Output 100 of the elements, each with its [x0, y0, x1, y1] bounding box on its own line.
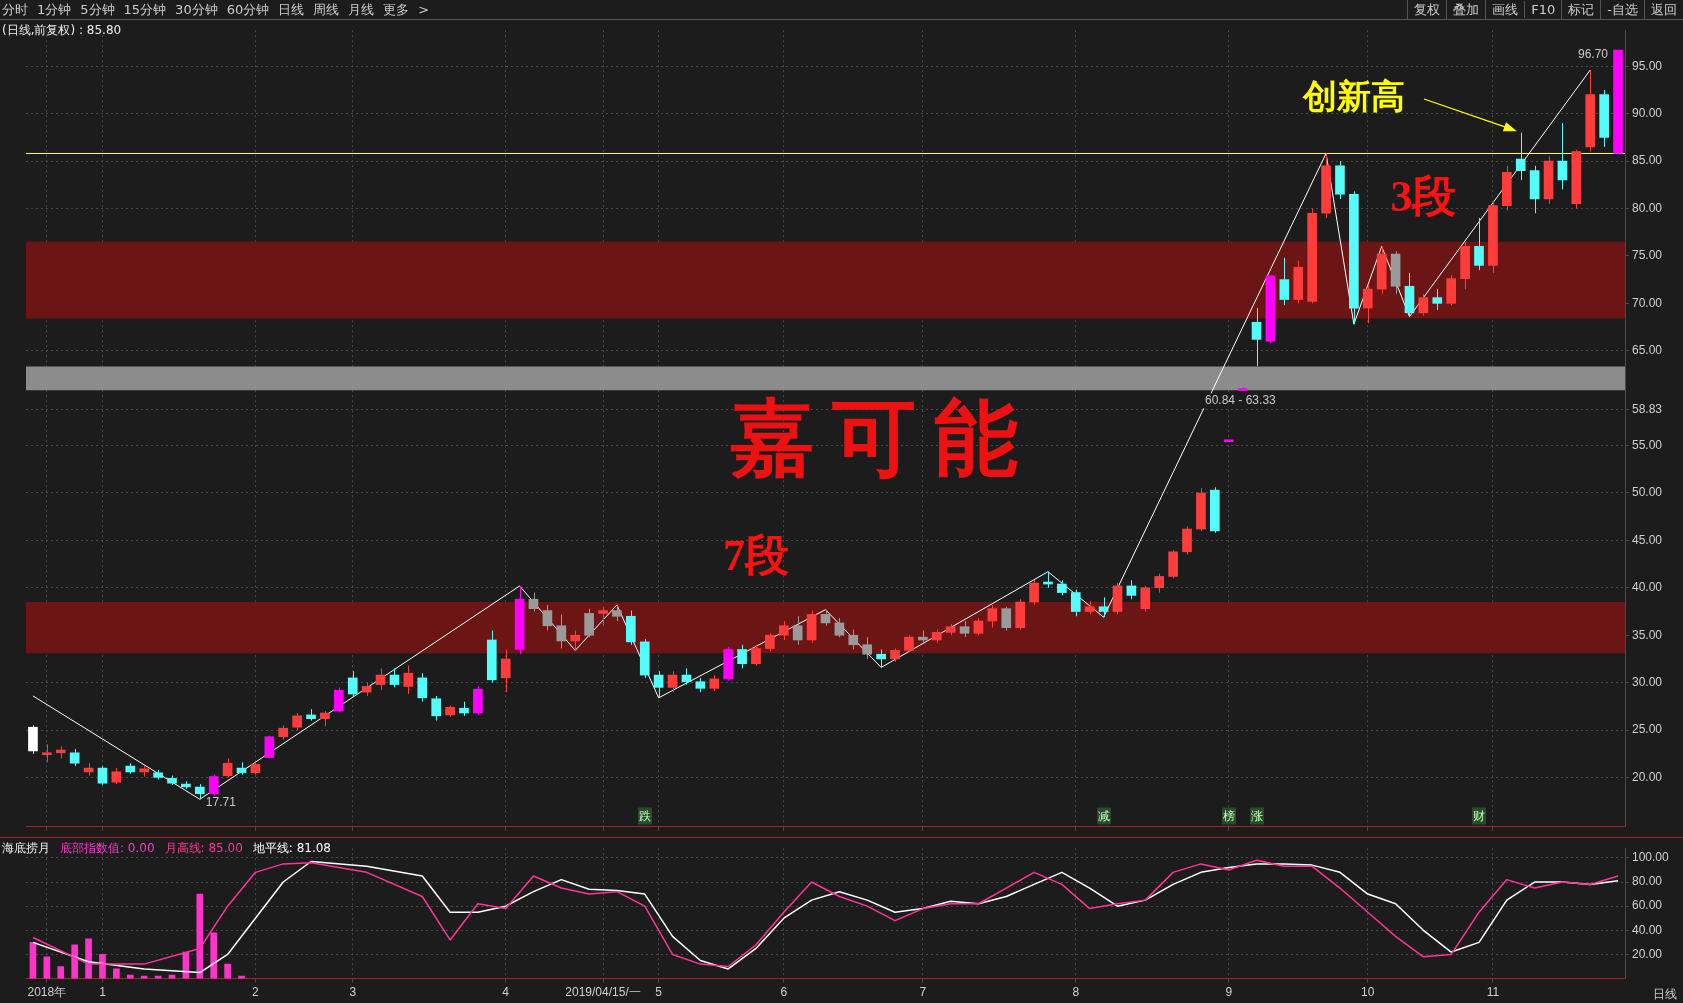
text: 日线	[1653, 986, 1677, 1003]
candlestick	[584, 608, 594, 638]
candlestick	[737, 644, 747, 669]
y-tick-label: 75.00	[1632, 248, 1663, 263]
candlestick	[1585, 69, 1596, 153]
candlestick	[959, 620, 970, 638]
candlestick	[42, 743, 52, 763]
candlestick	[1070, 589, 1081, 617]
band-label: 60.84 - 63.33	[1205, 393, 1277, 408]
candlestick	[445, 704, 455, 718]
text: 底部指数值: 0.00	[60, 841, 155, 855]
candlestick	[1140, 585, 1151, 613]
candlestick	[1029, 579, 1039, 606]
category-label: 9	[1225, 985, 1233, 1000]
candlestick	[1446, 274, 1457, 306]
text: 分时 1分钟 5分钟 15分钟 30分钟 60分钟 日线 周线 月线 更多 >	[2, 2, 430, 17]
candlestick	[1488, 200, 1498, 274]
candlestick	[1613, 49, 1623, 154]
annotation: 减	[1096, 807, 1111, 825]
category-label: 7	[919, 985, 927, 1000]
candlestick	[500, 648, 511, 693]
category-label: 2018年	[27, 985, 67, 1000]
candlestick	[1321, 152, 1331, 219]
y-tick-label: 20.00	[1632, 769, 1663, 784]
bar	[210, 932, 218, 979]
y-tick-label: 80.00	[1632, 874, 1663, 889]
candlestick	[1209, 486, 1220, 534]
candlestick	[848, 629, 859, 650]
category-label: 3	[349, 985, 357, 1000]
annotation: 96.70	[1578, 47, 1609, 62]
candlestick	[278, 724, 289, 741]
candlestick	[1501, 165, 1512, 211]
annotation: 3段	[1390, 170, 1457, 223]
category-label: 5	[655, 985, 662, 1000]
candlestick	[904, 634, 914, 653]
y-tick-label: 90.00	[1632, 105, 1663, 120]
y-tick-label: 35.00	[1632, 627, 1663, 642]
y-tick-label: 85.00	[1632, 153, 1663, 168]
candlestick	[167, 775, 177, 786]
candlestick	[1349, 190, 1359, 325]
candlestick	[556, 613, 567, 650]
chart-title: (日线,前复权) : 85.80	[2, 22, 122, 39]
candlestick	[709, 674, 720, 692]
category-label: 8	[1072, 985, 1080, 1000]
category-label: 4	[502, 985, 510, 1000]
candlestick	[1168, 549, 1178, 579]
candlestick	[862, 636, 873, 660]
series-label: 月高线: 85.00	[164, 841, 243, 855]
bar	[224, 963, 231, 979]
candlestick	[723, 646, 733, 682]
candlestick	[1474, 217, 1484, 271]
candlestick	[486, 630, 497, 684]
candlestick	[598, 606, 608, 627]
y-tick-label: 65.00	[1632, 343, 1663, 358]
candlestick	[778, 620, 789, 641]
bar	[85, 938, 92, 979]
candlestick	[1196, 487, 1206, 532]
y-tick-label: 25.00	[1632, 722, 1663, 737]
bar	[196, 893, 204, 979]
candlestick	[626, 610, 636, 646]
candlestick	[1515, 132, 1526, 181]
candlestick	[1362, 283, 1373, 324]
y-tick-label: 95.00	[1632, 58, 1663, 73]
text: 复权 叠加 画线 F10 标记 -自选 返回	[1413, 1, 1678, 19]
annotation: 7段	[722, 529, 789, 582]
candlestick	[292, 712, 302, 731]
candlestick	[1293, 260, 1304, 304]
y-tick-label: 70.00	[1632, 295, 1663, 310]
annotation: 财	[1472, 807, 1486, 825]
candlestick	[111, 767, 122, 785]
category-label: 6	[780, 985, 788, 1000]
candlestick	[765, 632, 775, 652]
candlestick	[1001, 606, 1012, 631]
candlestick	[751, 644, 761, 667]
candlestick	[1460, 241, 1470, 290]
candlestick	[1335, 160, 1345, 200]
category-label: 1	[99, 985, 106, 1000]
candlestick	[1084, 600, 1095, 615]
candlestick	[1015, 598, 1025, 631]
category-label: 11	[1486, 985, 1500, 1000]
candlestick	[931, 629, 942, 644]
candlestick	[1057, 579, 1067, 596]
y-tick-label: 40.00	[1632, 580, 1663, 595]
candlestick	[1307, 207, 1317, 304]
candlestick	[639, 638, 650, 679]
candlestick	[792, 615, 803, 646]
candlestick	[1376, 245, 1387, 295]
candlestick	[431, 695, 442, 722]
y-tick-label: 55.00	[1632, 437, 1663, 452]
candlestick	[1182, 525, 1192, 556]
y-tick-label: 40.00	[1632, 922, 1663, 937]
annotation: 跌	[637, 807, 652, 825]
y-tick-label: 60.00	[1632, 898, 1663, 913]
y-tick-label: 50.00	[1632, 485, 1663, 500]
y-tick-label: 80.00	[1632, 200, 1663, 215]
series-label: 地平线: 81.08	[252, 841, 332, 855]
candlestick	[153, 769, 163, 780]
candlestick	[1237, 386, 1248, 392]
candlestick	[1432, 288, 1443, 311]
candlestick	[1098, 596, 1109, 618]
